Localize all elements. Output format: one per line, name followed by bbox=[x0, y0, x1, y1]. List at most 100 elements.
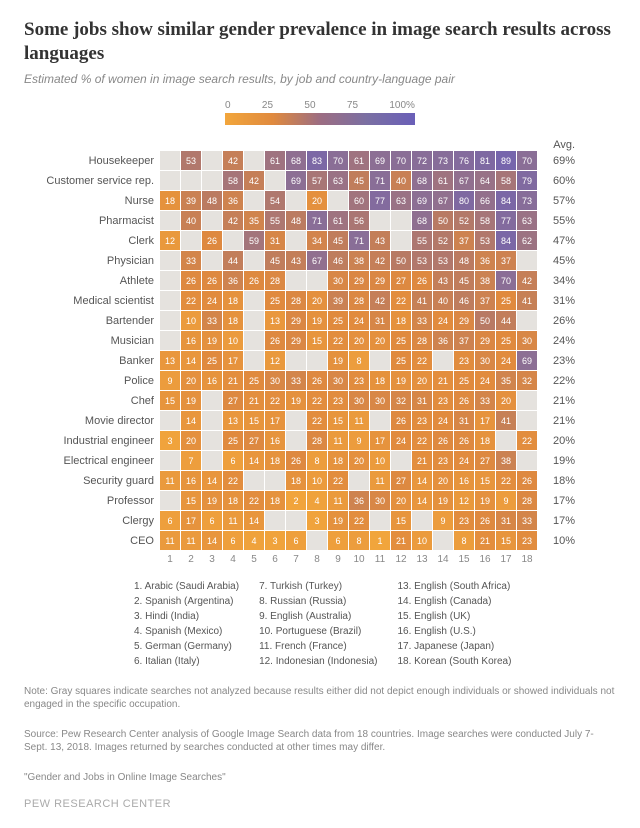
heatmap-cell: 8 bbox=[349, 351, 369, 370]
note-report: "Gender and Jobs in Online Image Searche… bbox=[24, 771, 616, 785]
heatmap-cell: 33 bbox=[412, 311, 432, 330]
heatmap-row: Housekeeper53426168837061697072737681897… bbox=[24, 151, 616, 171]
heatmap-cell: 20 bbox=[391, 491, 411, 510]
heatmap-cell bbox=[370, 211, 390, 230]
heatmap-cell: 69 bbox=[517, 351, 537, 370]
heatmap-cell bbox=[181, 231, 201, 250]
heatmap-cell: 26 bbox=[307, 371, 327, 390]
heatmap-cell: 68 bbox=[286, 151, 306, 170]
heatmap-cell: 30 bbox=[349, 391, 369, 410]
heatmap-cell: 23 bbox=[349, 371, 369, 390]
heatmap-cell: 45 bbox=[454, 271, 474, 290]
heatmap-cell: 22 bbox=[181, 291, 201, 310]
heatmap-cell: 62 bbox=[517, 231, 537, 250]
heatmap-cell: 11 bbox=[370, 471, 390, 490]
job-label: Medical scientist bbox=[24, 295, 160, 307]
heatmap-cell: 77 bbox=[496, 211, 516, 230]
heatmap-cell: 53 bbox=[433, 251, 453, 270]
heatmap-cell: 30 bbox=[370, 491, 390, 510]
heatmap-cell: 77 bbox=[370, 191, 390, 210]
heatmap-cell bbox=[412, 511, 432, 530]
heatmap-cell: 29 bbox=[286, 331, 306, 350]
job-label: Clergy bbox=[24, 515, 160, 527]
heatmap-cell: 50 bbox=[391, 251, 411, 270]
heatmap-cell: 15 bbox=[328, 411, 348, 430]
heatmap-cell bbox=[433, 531, 453, 550]
heatmap-cell: 20 bbox=[433, 471, 453, 490]
heatmap-cell: 19 bbox=[328, 511, 348, 530]
heatmap-cell: 40 bbox=[391, 171, 411, 190]
heatmap-cell: 15 bbox=[496, 531, 516, 550]
heatmap-cell: 26 bbox=[244, 271, 264, 290]
heatmap-cell: 6 bbox=[328, 531, 348, 550]
avg-value: 22% bbox=[537, 375, 575, 387]
heatmap-cell: 22 bbox=[517, 431, 537, 450]
heatmap-cell: 7 bbox=[181, 451, 201, 470]
heatmap-cell: 10 bbox=[307, 471, 327, 490]
chart-title: Some jobs show similar gender prevalence… bbox=[24, 18, 616, 66]
heatmap-cell: 36 bbox=[475, 251, 495, 270]
heatmap-cell: 25 bbox=[328, 311, 348, 330]
heatmap-cell: 40 bbox=[181, 211, 201, 230]
heatmap-cell: 19 bbox=[307, 311, 327, 330]
heatmap-cell: 50 bbox=[475, 311, 495, 330]
heatmap-cell bbox=[286, 271, 306, 290]
heatmap-cell: 11 bbox=[223, 511, 243, 530]
heatmap-cell: 19 bbox=[328, 351, 348, 370]
heatmap-cell: 22 bbox=[412, 351, 432, 370]
heatmap-cell: 33 bbox=[517, 511, 537, 530]
heatmap-cell: 20 bbox=[181, 431, 201, 450]
heatmap-cell: 22 bbox=[265, 391, 285, 410]
heatmap-cell: 36 bbox=[223, 191, 243, 210]
heatmap-cell: 30 bbox=[370, 391, 390, 410]
heatmap-cell: 26 bbox=[433, 431, 453, 450]
heatmap-cell: 29 bbox=[349, 271, 369, 290]
heatmap-cell: 14 bbox=[412, 471, 432, 490]
heatmap-cell: 48 bbox=[286, 211, 306, 230]
heatmap-cell: 16 bbox=[265, 431, 285, 450]
heatmap-cell: 35 bbox=[244, 211, 264, 230]
heatmap-cell: 18 bbox=[265, 491, 285, 510]
heatmap-cell: 11 bbox=[160, 531, 180, 550]
heatmap-cell: 20 bbox=[412, 371, 432, 390]
heatmap-cell: 15 bbox=[244, 411, 264, 430]
heatmap-cell: 22 bbox=[223, 471, 243, 490]
heatmap-cell: 41 bbox=[412, 291, 432, 310]
heatmap-cell: 21 bbox=[244, 391, 264, 410]
heatmap-cell: 2 bbox=[286, 491, 306, 510]
heatmap-cell: 18 bbox=[328, 451, 348, 470]
heatmap-cell: 18 bbox=[391, 311, 411, 330]
heatmap-cell bbox=[433, 351, 453, 370]
heatmap-cell: 43 bbox=[286, 251, 306, 270]
heatmap-cell bbox=[328, 191, 348, 210]
heatmap-cell: 27 bbox=[391, 271, 411, 290]
heatmap-cell: 13 bbox=[160, 351, 180, 370]
heatmap-cell: 67 bbox=[454, 171, 474, 190]
heatmap-cell: 52 bbox=[454, 211, 474, 230]
heatmap-cell: 31 bbox=[265, 231, 285, 250]
heatmap-cell: 61 bbox=[328, 211, 348, 230]
heatmap-cell: 38 bbox=[349, 251, 369, 270]
heatmap-cell: 9 bbox=[496, 491, 516, 510]
avg-value: 57% bbox=[537, 195, 575, 207]
avg-header: Avg. bbox=[537, 139, 575, 151]
heatmap-cell: 20 bbox=[496, 391, 516, 410]
job-label: Professor bbox=[24, 495, 160, 507]
heatmap-cell: 23 bbox=[517, 531, 537, 550]
heatmap-cell: 23 bbox=[454, 351, 474, 370]
heatmap-row: Pharmacist404235554871615668505258776355… bbox=[24, 211, 616, 231]
heatmap-cell: 26 bbox=[202, 231, 222, 250]
heatmap-cell: 16 bbox=[202, 371, 222, 390]
heatmap-cell bbox=[244, 251, 264, 270]
heatmap-cell bbox=[244, 291, 264, 310]
heatmap-cell: 11 bbox=[181, 531, 201, 550]
heatmap-cell: 61 bbox=[349, 151, 369, 170]
heatmap-cell bbox=[160, 211, 180, 230]
heatmap-cell bbox=[286, 231, 306, 250]
heatmap-cell: 26 bbox=[202, 271, 222, 290]
heatmap-cell: 26 bbox=[181, 271, 201, 290]
heatmap-cell: 72 bbox=[412, 151, 432, 170]
heatmap-cell: 30 bbox=[328, 271, 348, 290]
heatmap-cell: 3 bbox=[160, 431, 180, 450]
job-label: Customer service rep. bbox=[24, 175, 160, 187]
